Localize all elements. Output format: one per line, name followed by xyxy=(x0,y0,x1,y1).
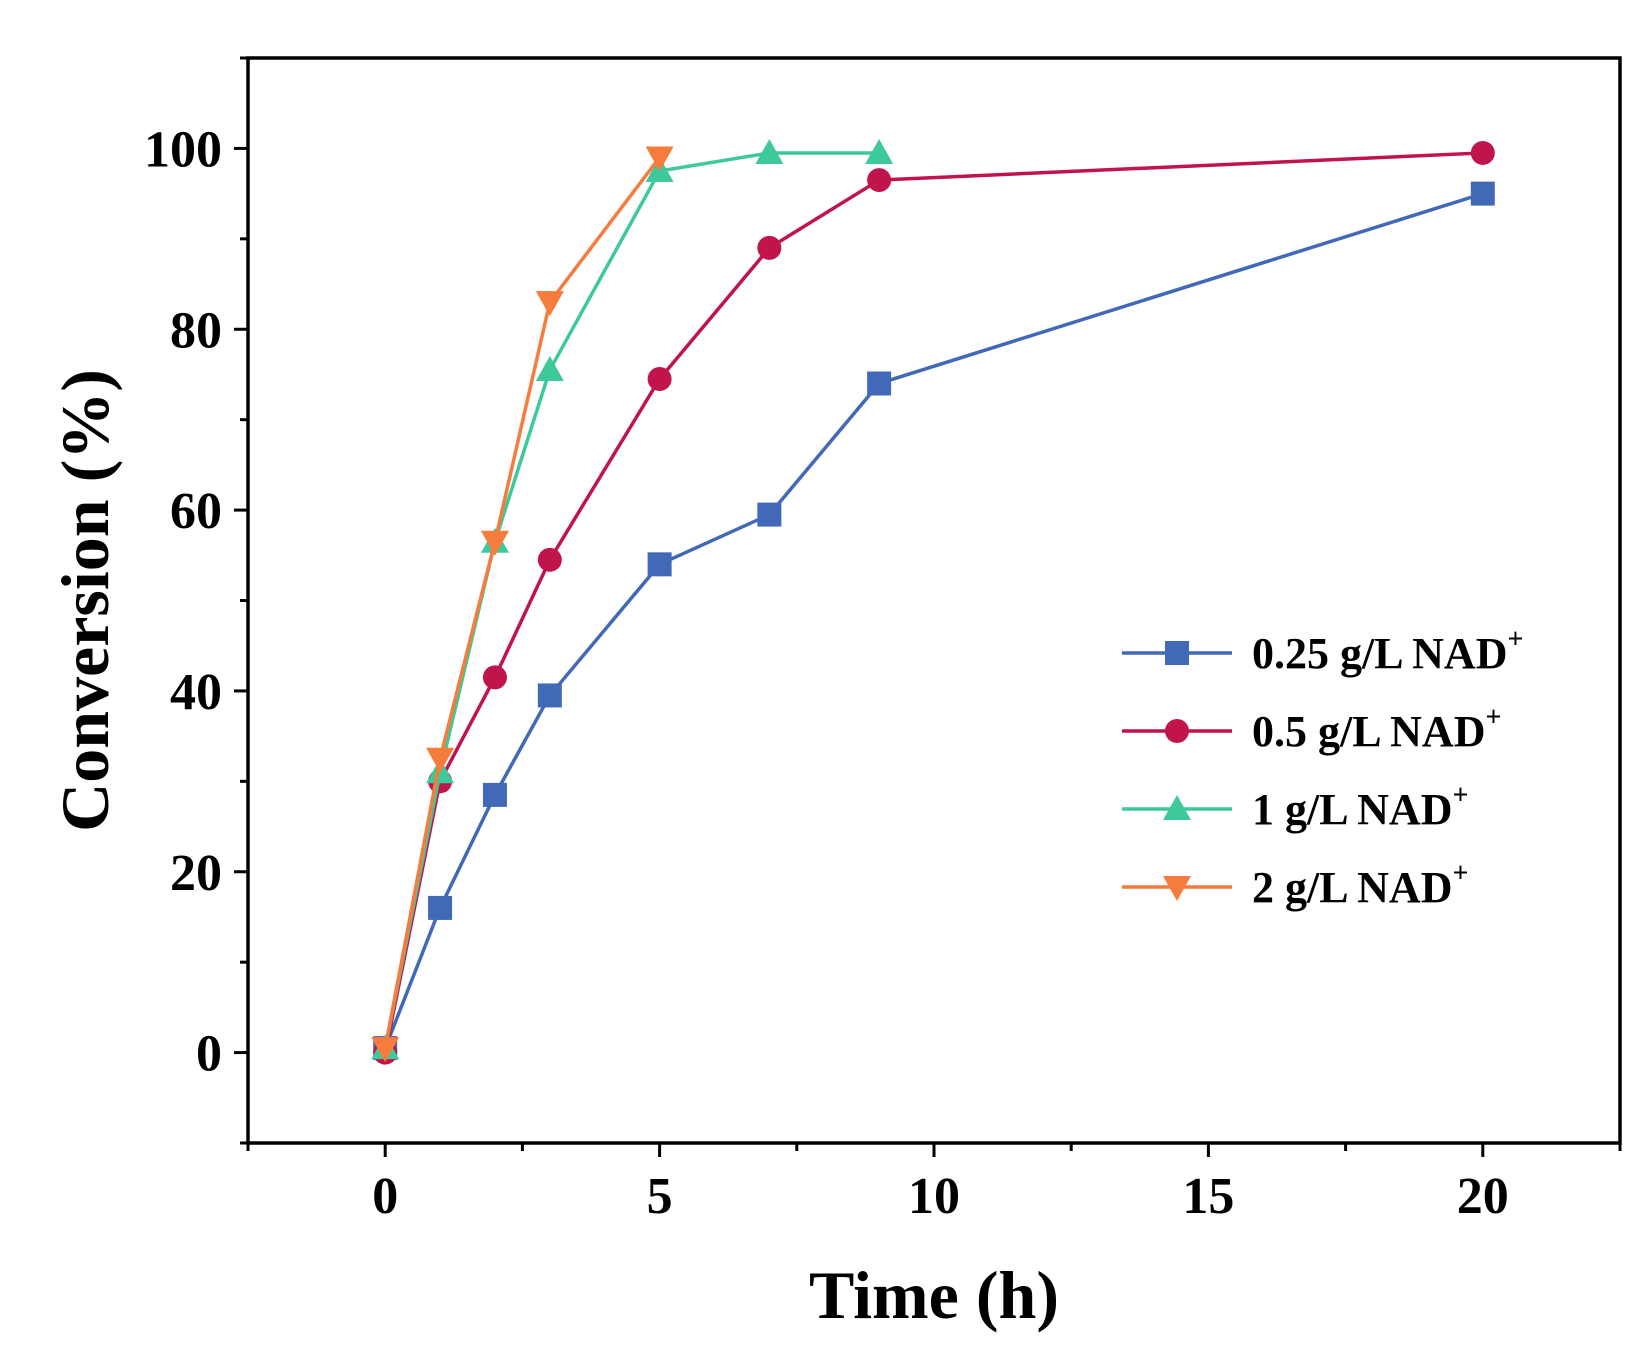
x-tick-label: 5 xyxy=(647,1168,673,1225)
data-point xyxy=(482,665,507,690)
data-point xyxy=(647,552,672,577)
data-point xyxy=(480,530,509,556)
legend-label-superscript: + xyxy=(1485,702,1501,733)
series-0 xyxy=(373,181,1495,1061)
data-point xyxy=(482,782,507,807)
series-3 xyxy=(371,146,674,1063)
y-axis-ticks: 0 20 40 60 80 100 xyxy=(144,56,248,1145)
plot-area-border xyxy=(246,56,1622,1145)
data-point xyxy=(371,1037,400,1063)
legend-label-superscript: + xyxy=(1507,624,1523,655)
series-1 xyxy=(373,140,1495,1065)
data-point xyxy=(755,138,784,164)
x-tick-label: 0 xyxy=(372,1168,398,1225)
data-point xyxy=(537,683,562,708)
series-line xyxy=(383,151,880,1049)
plot-frame xyxy=(246,56,1622,1145)
series-line xyxy=(383,156,661,1049)
data-point xyxy=(535,355,564,381)
y-tick-label: 60 xyxy=(170,483,222,540)
y-tick-label: 100 xyxy=(144,121,222,178)
data-point xyxy=(535,291,564,317)
data-point xyxy=(1470,140,1495,165)
legend-item: 0.5 g/L NAD+ xyxy=(1122,702,1501,756)
x-tick-label: 20 xyxy=(1457,1168,1509,1225)
data-point xyxy=(428,895,453,920)
legend-marker xyxy=(1163,876,1191,901)
legend-label: 2 g/L NAD+ xyxy=(1252,858,1468,912)
x-tick-label: 15 xyxy=(1182,1168,1234,1225)
x-axis-ticks: 0 5 10 15 20 xyxy=(246,1143,1622,1225)
legend-label-text: 1 g/L NAD xyxy=(1252,785,1452,834)
y-axis-title: Conversion (%) xyxy=(47,369,123,832)
series-layer xyxy=(371,138,1495,1065)
y-tick-label: 0 xyxy=(196,1026,222,1083)
data-point xyxy=(867,168,892,193)
legend-marker xyxy=(1165,641,1189,665)
legend-item: 1 g/L NAD+ xyxy=(1122,780,1468,834)
legend-label-text: 0.5 g/L NAD xyxy=(1252,707,1485,756)
legend-label-text: 0.25 g/L NAD xyxy=(1252,629,1507,678)
legend-label: 0.25 g/L NAD+ xyxy=(1252,624,1523,678)
data-point xyxy=(757,502,782,527)
x-axis-title: Time (h) xyxy=(809,1257,1059,1333)
legend-marker xyxy=(1163,795,1191,820)
y-tick-label: 80 xyxy=(170,302,222,359)
data-point xyxy=(537,547,562,572)
y-tick-label: 40 xyxy=(170,664,222,721)
legend-marker xyxy=(1165,719,1189,743)
series-line xyxy=(383,191,1484,1049)
legend: 0.25 g/L NAD+0.5 g/L NAD+1 g/L NAD+2 g/L… xyxy=(1122,624,1523,912)
legend-label-superscript: + xyxy=(1452,858,1468,889)
legend-label: 0.5 g/L NAD+ xyxy=(1252,702,1501,756)
data-point xyxy=(757,235,782,260)
data-point xyxy=(1470,181,1495,206)
data-point xyxy=(645,146,674,172)
legend-item: 0.25 g/L NAD+ xyxy=(1122,624,1523,678)
data-point xyxy=(647,366,672,391)
series-line xyxy=(383,151,1483,1053)
legend-label: 1 g/L NAD+ xyxy=(1252,780,1468,834)
legend-item: 2 g/L NAD+ xyxy=(1122,858,1468,912)
y-tick-label: 20 xyxy=(170,845,222,902)
legend-label-superscript: + xyxy=(1452,780,1468,811)
data-point xyxy=(426,747,455,773)
x-tick-label: 10 xyxy=(908,1168,960,1225)
data-point xyxy=(867,371,892,396)
legend-label-text: 2 g/L NAD xyxy=(1252,863,1452,912)
data-point xyxy=(865,138,894,164)
